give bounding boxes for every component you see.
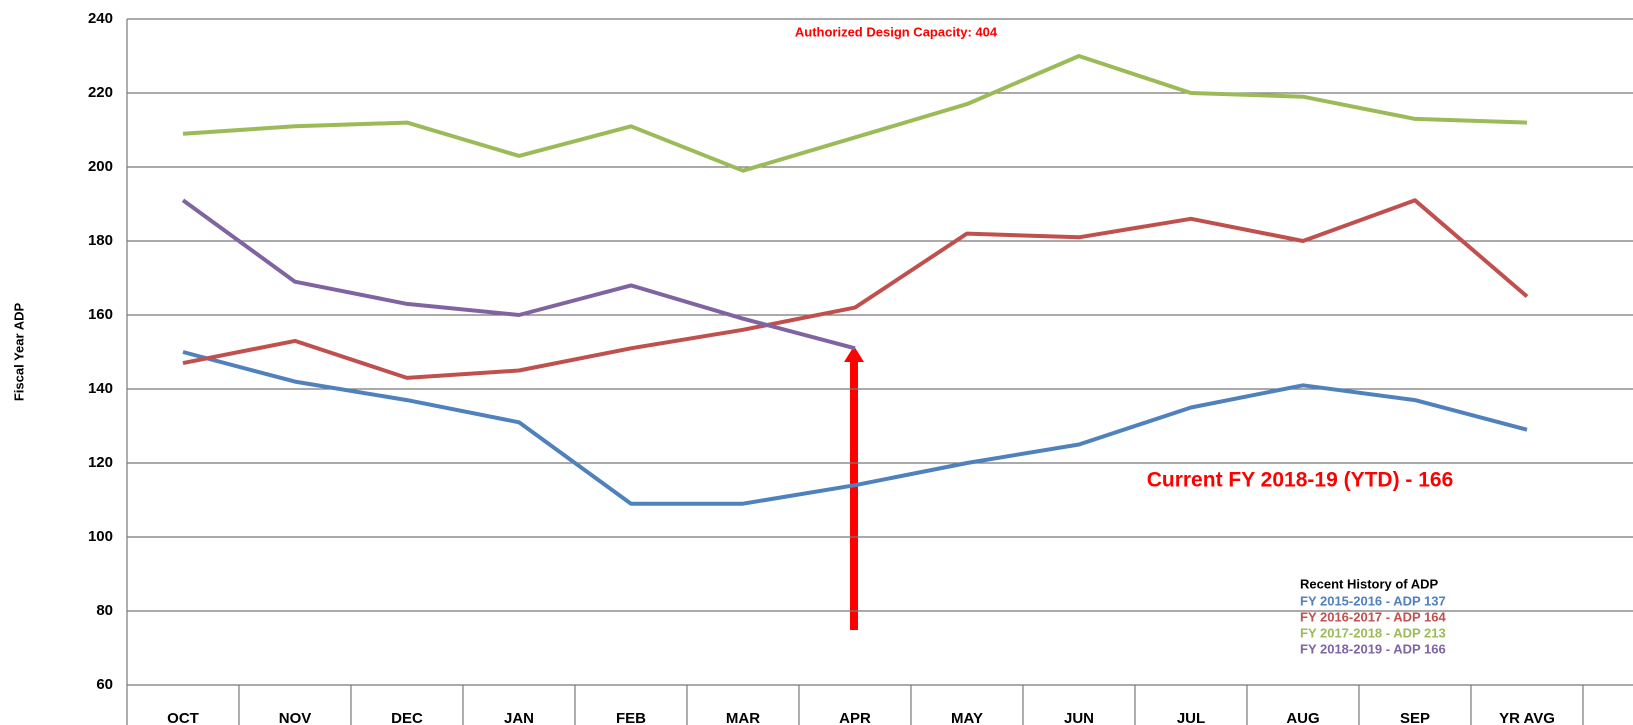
- series-line: [182, 54, 1528, 173]
- x-tick-label: MAR: [726, 710, 760, 725]
- x-tick-label: JUL: [1177, 710, 1205, 725]
- legend-title: Recent History of ADP: [1300, 576, 1439, 591]
- x-tick-label: YR AVG: [1499, 710, 1555, 725]
- y-tick-label: 160: [88, 306, 113, 323]
- y-tick-label: 200: [88, 158, 113, 175]
- x-tick-label: OCT: [167, 710, 199, 725]
- x-tick-label: AUG: [1286, 710, 1319, 725]
- y-tick-label: 100: [88, 528, 113, 545]
- y-tick-label: 220: [88, 84, 113, 101]
- series-line: [181, 198, 856, 351]
- y-tick-label: 80: [96, 602, 113, 619]
- current-note: Current FY 2018-19 (YTD) - 166: [1147, 469, 1454, 492]
- y-tick-label: 140: [88, 380, 113, 397]
- legend-entry: FY 2017-2018 - ADP 213: [1300, 625, 1446, 640]
- legend-entry: FY 2015-2016 - ADP 137: [1300, 593, 1446, 608]
- x-tick-label: DEC: [391, 710, 423, 725]
- series-line: [182, 198, 1529, 380]
- y-tick-label: 120: [88, 454, 113, 471]
- y-tick-label: 180: [88, 232, 113, 249]
- legend-entry: FY 2016-2017 - ADP 164: [1300, 609, 1447, 624]
- x-tick-label: APR: [839, 710, 871, 725]
- x-tick-label: MAY: [951, 710, 983, 725]
- x-tick-label: SEP: [1400, 710, 1430, 725]
- legend-entry: FY 2018-2019 - ADP 166: [1300, 641, 1446, 656]
- x-tick-label: JUN: [1064, 710, 1094, 725]
- capacity-note: Authorized Design Capacity: 404: [795, 24, 998, 39]
- arrow-head: [844, 346, 864, 362]
- x-tick-label: NOV: [279, 710, 312, 725]
- y-tick-label: 240: [88, 10, 113, 27]
- x-tick-label: FEB: [616, 710, 646, 725]
- y-axis-label: Fiscal Year ADP: [11, 303, 26, 402]
- x-tick-label: JAN: [504, 710, 534, 725]
- series-line: [182, 350, 1528, 506]
- y-tick-label: 60: [96, 676, 113, 693]
